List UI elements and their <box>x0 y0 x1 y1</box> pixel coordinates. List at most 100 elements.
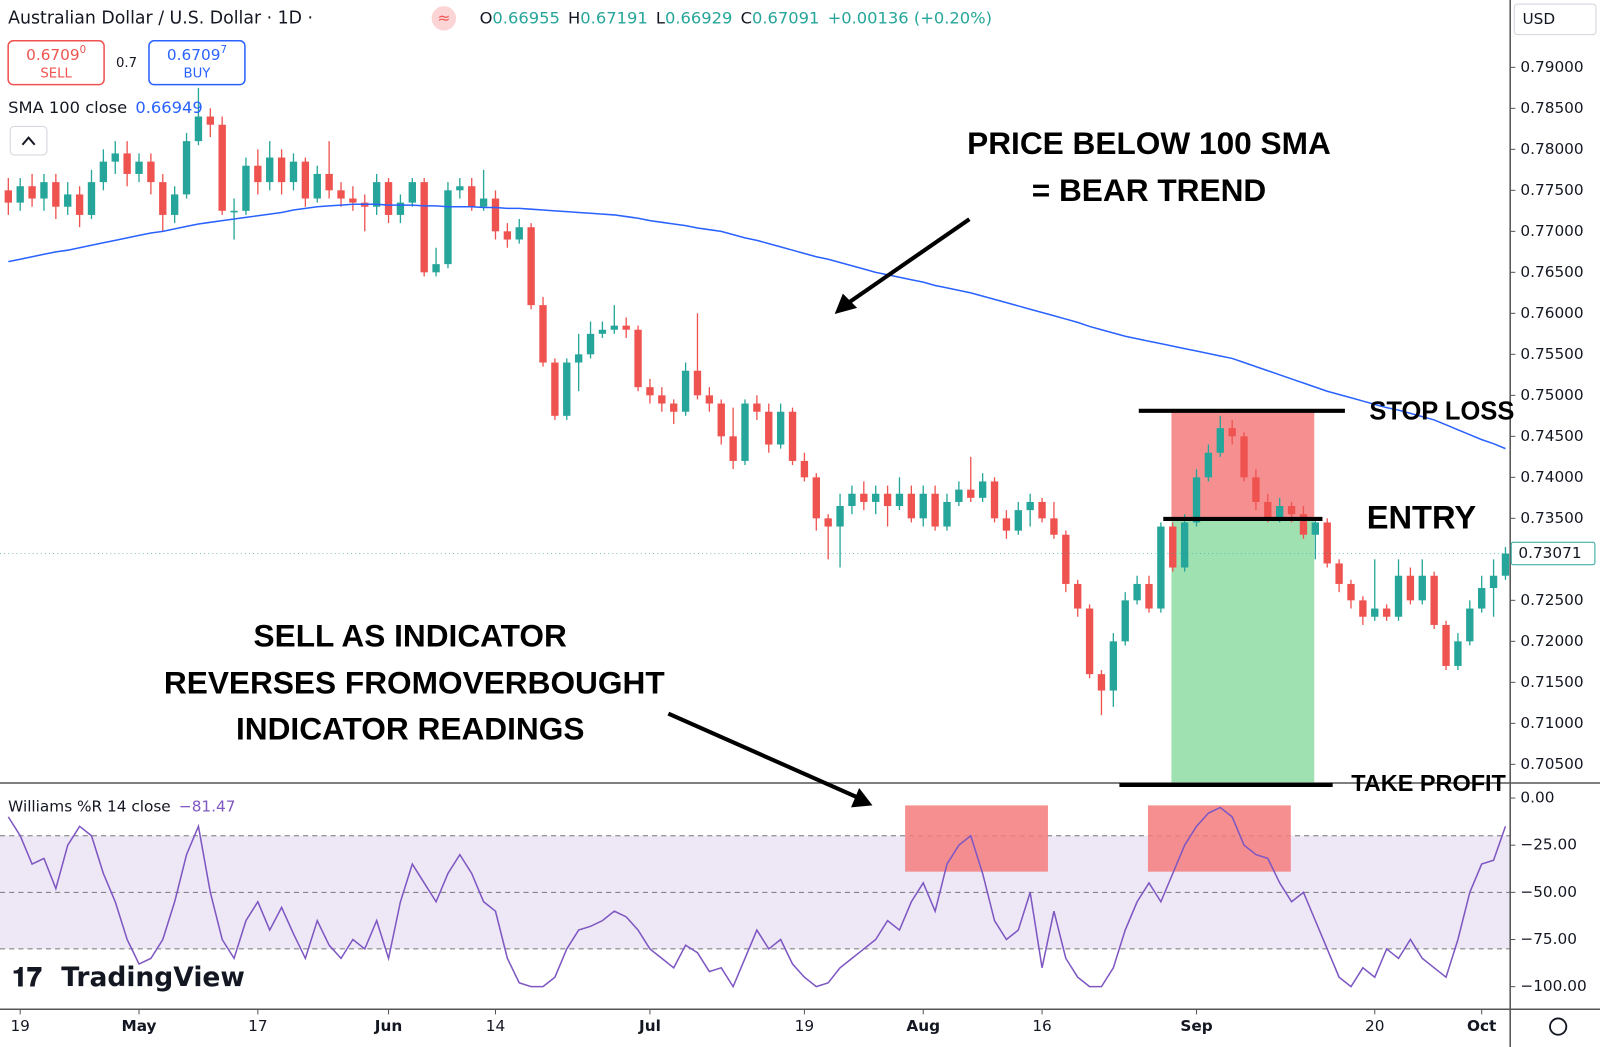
candle-body <box>99 161 108 183</box>
x-tick-label: 19 <box>795 1017 814 1035</box>
candle-body <box>1382 608 1391 617</box>
sma-value: 0.66949 <box>135 98 202 117</box>
candle-body <box>1038 501 1046 519</box>
candle-body <box>325 173 333 191</box>
candle-body <box>313 173 321 199</box>
annotation: TAKE PROFIT <box>1351 770 1506 796</box>
sma-name: SMA 100 close <box>8 98 127 117</box>
candle-body <box>895 493 904 507</box>
plot <box>0 87 1511 989</box>
y-tick-label: 0.74000 <box>1520 468 1583 486</box>
sell-button[interactable] <box>7 40 105 86</box>
ohlc-key: C <box>741 8 752 27</box>
y-tick-label: −25.00 <box>1520 836 1577 854</box>
candle-body <box>574 354 583 363</box>
candle-body <box>1359 600 1367 617</box>
candle-body <box>658 395 666 404</box>
candle-body <box>527 227 535 306</box>
candle-body <box>40 182 48 199</box>
candle-body <box>1133 583 1141 601</box>
candle-body <box>289 161 298 183</box>
candle-body <box>586 333 595 355</box>
sma-line <box>8 203 1506 450</box>
y-tick-label: 0.74500 <box>1520 427 1583 445</box>
candle-body <box>1394 575 1403 617</box>
y-tick-label: −75.00 <box>1520 930 1577 948</box>
buy-price-pip: 7 <box>220 45 226 56</box>
candle-body <box>372 182 381 207</box>
candle-body <box>1169 526 1177 568</box>
arrow-head <box>851 788 873 808</box>
candle-body <box>1276 506 1284 519</box>
logo: TradingView <box>61 962 245 993</box>
collapse-icon <box>21 136 36 146</box>
annotation: INDICATOR READINGS <box>236 710 584 746</box>
candle-body <box>990 481 999 519</box>
candle-body <box>479 198 488 207</box>
candle-body <box>931 493 939 527</box>
sell-price-pip: 0 <box>80 45 86 56</box>
candle-body <box>812 477 820 519</box>
candle-body <box>1097 674 1106 691</box>
sma-legend: SMA 100 close 0.66949 <box>8 98 203 117</box>
x-tick-label: Jul <box>638 1017 661 1035</box>
y-tick-label: 0.77500 <box>1520 181 1583 199</box>
settings-icon[interactable] <box>1549 1017 1568 1036</box>
candle-body <box>563 362 571 416</box>
candle-body <box>1478 588 1486 609</box>
candle-body <box>1109 641 1118 691</box>
annotation: SELL AS INDICATOR <box>254 618 568 654</box>
candle-body <box>741 403 749 461</box>
buy-label: BUY <box>183 66 211 81</box>
candle-body <box>111 153 119 162</box>
x-tick-label: 14 <box>486 1017 505 1035</box>
candle-body <box>1085 608 1094 675</box>
candle-body <box>194 116 203 142</box>
logo-icon: 𝟏𝟕 <box>12 962 42 993</box>
ohlc-value: 0.66929 <box>665 8 732 27</box>
candle-body <box>1157 526 1165 609</box>
indicator-line <box>7 806 1507 989</box>
candle-body <box>978 481 987 498</box>
y-tick-label: 0.77000 <box>1520 222 1583 240</box>
candle-body <box>1406 575 1415 601</box>
candle-body <box>432 264 440 273</box>
ohlc: O0.66955 H0.67191 L0.66929 C0.67091 +0.00136… <box>480 8 992 27</box>
market-status[interactable] <box>431 6 457 31</box>
candle-body <box>610 325 618 330</box>
candle-body <box>1323 522 1331 564</box>
y-tick-label: 0.70500 <box>1520 755 1583 773</box>
y-tick-label: 0.00 <box>1520 789 1554 807</box>
candle-body <box>384 182 393 215</box>
arrow <box>845 217 971 306</box>
candle-body <box>1501 553 1510 576</box>
collapse-button[interactable] <box>9 125 48 156</box>
candle-body <box>1192 477 1201 523</box>
candle-body <box>1121 600 1129 642</box>
last-price-tag <box>1510 541 1596 566</box>
candle-body <box>1204 452 1213 478</box>
candle-body <box>254 165 262 183</box>
sell-price-main: 0.6709 <box>26 46 80 64</box>
candle-body <box>848 493 856 507</box>
buy-button[interactable] <box>148 40 246 86</box>
candle-body <box>16 186 24 203</box>
ohlc-value: 0.67091 <box>752 8 819 27</box>
currency-button[interactable] <box>1513 3 1597 36</box>
candle-body <box>1454 641 1462 666</box>
candle-body <box>64 194 72 207</box>
candle-body <box>266 157 274 183</box>
candle-body <box>646 387 654 396</box>
symbol-title: Australian Dollar / U.S. Dollar · 1D · <box>8 8 313 28</box>
candle-body <box>1074 583 1082 609</box>
candle-body <box>456 186 464 191</box>
candle-body <box>1050 518 1058 535</box>
candle-body <box>1335 563 1343 584</box>
overbought-box <box>905 805 1048 872</box>
candle-body <box>824 518 832 527</box>
arrow-head <box>834 293 858 314</box>
sell-label: SELL <box>40 66 72 81</box>
candle-body <box>515 227 523 240</box>
candle-body <box>943 501 951 527</box>
candle-body <box>551 362 559 416</box>
